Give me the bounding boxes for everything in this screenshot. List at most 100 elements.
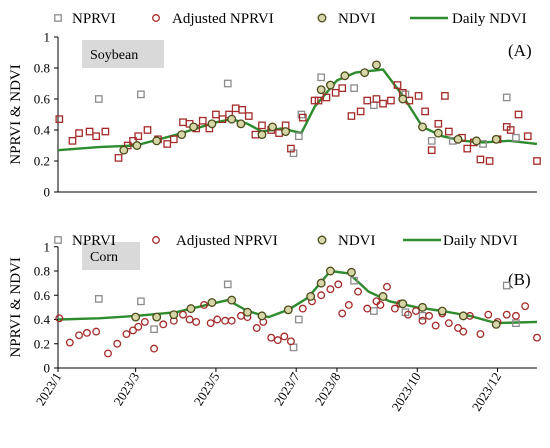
adjusted-nprvi-point bbox=[411, 307, 420, 315]
adjusted-nprvi-point bbox=[258, 121, 266, 130]
adjusted-nprvi-point bbox=[476, 155, 485, 164]
adjusted-nprvi-point bbox=[379, 99, 387, 108]
ndvi-point bbox=[398, 299, 408, 309]
nprvi-point bbox=[369, 101, 378, 110]
ndvi-point bbox=[169, 310, 179, 320]
y-tick-label: 0.2 bbox=[34, 154, 50, 169]
ndvi-point bbox=[398, 94, 408, 104]
ndvi-point bbox=[119, 145, 129, 155]
adjusted-nprvi-point bbox=[92, 132, 101, 141]
y-tick-label: 0.4 bbox=[34, 312, 51, 327]
nprvi-point bbox=[137, 90, 145, 99]
adjusted-nprvi-point bbox=[372, 297, 381, 306]
x-tick-label: 2023/8 bbox=[312, 370, 344, 409]
adjusted-nprvi-point bbox=[244, 112, 253, 120]
y-tick-label: 0.6 bbox=[34, 288, 51, 303]
nprvi-point bbox=[512, 319, 520, 327]
nprvi-point bbox=[479, 140, 487, 148]
adjusted-nprvi-point bbox=[376, 301, 385, 309]
adjusted-nprvi-point bbox=[179, 118, 187, 127]
adjusted-nprvi-point bbox=[418, 316, 427, 325]
ndvi-point bbox=[325, 266, 335, 276]
adjusted-nprvi-point bbox=[55, 314, 64, 323]
adjusted-nprvi-point bbox=[92, 327, 101, 336]
legend-label: Adjusted NPRVI bbox=[176, 233, 278, 249]
x-tick-label: 2023/1 bbox=[33, 370, 65, 409]
adjusted-nprvi-point bbox=[83, 328, 91, 337]
ndvi-point bbox=[340, 71, 350, 81]
nprvi-point bbox=[427, 136, 436, 145]
ndvi-point bbox=[316, 278, 326, 288]
ndvi-point bbox=[458, 311, 468, 321]
adjusted-nprvi-point bbox=[68, 136, 77, 145]
adjusted-nprvi-point bbox=[444, 319, 453, 328]
adjusted-nprvi-point bbox=[185, 315, 194, 324]
adjusted-nprvi-point bbox=[179, 310, 187, 319]
legend-marker bbox=[54, 236, 62, 244]
crop-label-box bbox=[82, 40, 164, 68]
legend-label: NPRVI bbox=[72, 11, 116, 27]
nprvi-point bbox=[223, 79, 232, 88]
ndvi-point bbox=[433, 128, 443, 138]
adjusted-nprvi-point bbox=[267, 333, 276, 342]
adjusted-nprvi-point bbox=[134, 132, 143, 141]
ndvi-point bbox=[268, 122, 277, 132]
nprvi-point bbox=[350, 84, 358, 92]
adjusted-nprvi-point bbox=[523, 132, 532, 141]
adjusted-nprvi-point bbox=[331, 88, 340, 97]
adjusted-nprvi-point bbox=[322, 93, 331, 102]
ndvi-point bbox=[152, 312, 162, 322]
legend-label: Daily NDVI bbox=[452, 11, 527, 27]
nprvi-point bbox=[350, 276, 358, 285]
adjusted-nprvi-point bbox=[344, 301, 353, 309]
adjusted-nprvi-point bbox=[317, 291, 326, 300]
ndvi-point bbox=[283, 305, 293, 315]
adjusted-nprvi-point bbox=[347, 112, 356, 120]
adjusted-nprvi-point bbox=[218, 115, 227, 123]
adjusted-nprvi-point bbox=[326, 285, 335, 294]
ndvi-point bbox=[491, 319, 501, 329]
adjusted-nprvi-point bbox=[101, 127, 110, 136]
nprvi-point bbox=[223, 280, 232, 289]
adjusted-nprvi-point bbox=[484, 310, 493, 319]
y-axis-label: NPRVI & NDVI bbox=[8, 257, 24, 357]
adjusted-nprvi-point bbox=[163, 140, 172, 148]
adjusted-nprvi-point bbox=[514, 110, 523, 119]
x-tick-label: 2023/5 bbox=[191, 370, 223, 409]
legend-label: NPRVI bbox=[72, 233, 116, 249]
nprvi-point bbox=[94, 95, 103, 103]
adjusted-nprvi-point bbox=[213, 315, 222, 324]
adjusted-nprvi-point bbox=[431, 321, 440, 330]
adjusted-nprvi-point bbox=[227, 316, 236, 325]
adjusted-nprvi-point bbox=[238, 106, 247, 114]
adjusted-nprvi-point bbox=[134, 322, 143, 331]
adjusted-nprvi-point bbox=[387, 96, 395, 105]
adjusted-nprvi-point bbox=[221, 316, 230, 325]
adjusted-nprvi-point bbox=[122, 330, 131, 338]
legend-label: Daily NDVI bbox=[443, 233, 518, 249]
ndvi-point bbox=[372, 60, 381, 70]
y-tick-label: 0.6 bbox=[34, 92, 51, 107]
y-tick-label: 0 bbox=[44, 361, 51, 376]
adjusted-nprvi-point bbox=[198, 116, 207, 125]
adjusted-nprvi-point bbox=[200, 301, 209, 309]
ndvi-point bbox=[257, 130, 267, 140]
legend-marker bbox=[152, 236, 160, 244]
nprvi-point bbox=[150, 325, 158, 334]
adjusted-nprvi-point bbox=[143, 126, 152, 134]
adjusted-nprvi-point bbox=[75, 129, 83, 137]
ndvi-point bbox=[378, 292, 388, 301]
ndvi-point bbox=[227, 114, 237, 124]
ndvi-point bbox=[257, 311, 267, 321]
adjusted-nprvi-point bbox=[463, 144, 472, 153]
adjusted-nprvi-point bbox=[404, 310, 412, 319]
legend-marker bbox=[317, 13, 327, 23]
ndvi-point bbox=[472, 136, 481, 146]
adjusted-nprvi-point bbox=[338, 309, 347, 318]
ndvi-point bbox=[177, 130, 187, 140]
legend-marker bbox=[152, 14, 160, 22]
ndvi-point bbox=[418, 122, 427, 132]
ndvi-point bbox=[186, 304, 196, 314]
adjusted-nprvi-point bbox=[444, 127, 453, 136]
adjusted-nprvi-point bbox=[192, 317, 201, 326]
